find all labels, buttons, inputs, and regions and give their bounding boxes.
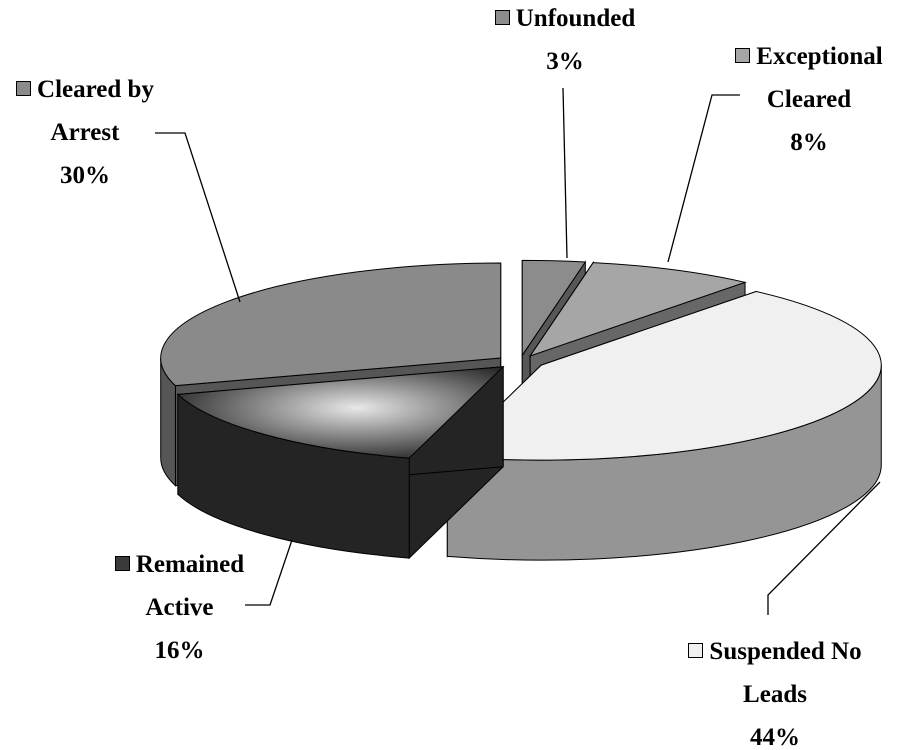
slice <box>446 290 882 461</box>
category-label: Exceptional Cleared <box>756 43 883 113</box>
category-label: Remained Active <box>135 551 245 621</box>
legend-swatch <box>688 643 704 658</box>
slice-label: Suspended No Leads 44% <box>675 630 875 750</box>
leader-line <box>767 481 881 615</box>
slice <box>528 262 747 357</box>
value-label: 8% <box>790 129 828 156</box>
slice <box>176 366 505 459</box>
category-label: Unfounded <box>515 5 636 32</box>
legend-swatch <box>16 81 32 96</box>
value-label: 44% <box>750 724 800 750</box>
value-label: 30% <box>60 162 110 189</box>
category-label: Suspended No Leads <box>709 638 862 708</box>
slice <box>521 259 587 357</box>
slice-label: Cleared by Arrest 30% <box>0 68 170 197</box>
leader-line <box>667 94 740 263</box>
leader-line <box>245 539 293 606</box>
slice <box>160 262 502 387</box>
leader-lines <box>155 87 881 615</box>
slice-label: Remained Active 16% <box>92 543 267 672</box>
value-label: 3% <box>546 48 584 75</box>
legend-swatch <box>114 556 130 571</box>
leader-line <box>562 87 568 259</box>
slices <box>160 259 882 561</box>
leader-line <box>155 132 241 303</box>
legend-swatch <box>735 48 751 63</box>
slice-label: Exceptional Cleared 8% <box>710 35 908 164</box>
slice-label: Unfounded 3% <box>455 0 675 83</box>
category-label: Cleared by Arrest <box>37 76 154 146</box>
value-label: 16% <box>154 637 205 664</box>
legend-swatch <box>494 10 510 25</box>
